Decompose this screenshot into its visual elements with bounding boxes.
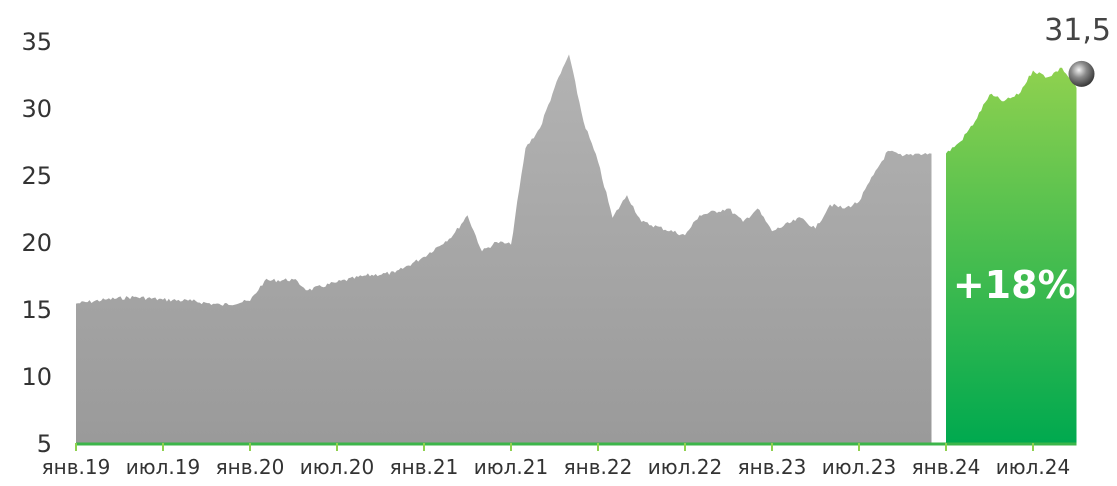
y-tick-label: 25 [21,162,52,190]
y-tick-label: 5 [37,430,52,458]
x-tick-label: янв.19 [42,455,111,479]
green-area-series [946,67,1077,444]
change-percent-label: +18% [953,263,1076,307]
x-tick-label: янв.20 [216,455,285,479]
y-axis-labels: 5 10 15 20 25 30 35 [21,28,52,458]
area-series-group [76,54,1077,444]
x-tick-label: июл.23 [822,455,896,479]
x-tick-label: июл.21 [474,455,548,479]
x-tick-label: июл.19 [126,455,200,479]
x-tick-label: янв.23 [738,455,807,479]
x-tick-label: янв.22 [564,455,633,479]
x-axis: янв.19 июл.19 янв.20 июл.20 янв.21 июл.21 янв.… [42,442,1077,479]
x-tick-label: июл.20 [300,455,374,479]
y-tick-label: 10 [21,363,52,391]
x-tick-label: янв.21 [390,455,459,479]
y-tick-label: 15 [21,296,52,324]
last-value-label: 31,5 [1044,13,1111,48]
x-tick-label: июл.22 [648,455,722,479]
x-tick-label: июл.24 [996,455,1070,479]
end-point-marker [1068,60,1095,87]
annotations: 31,5 +18% [953,13,1111,307]
y-tick-label: 20 [21,229,52,257]
y-tick-label: 35 [21,28,52,56]
x-tick-label: янв.24 [912,455,981,479]
y-tick-label: 30 [21,95,52,123]
gray-area-series [76,54,932,444]
